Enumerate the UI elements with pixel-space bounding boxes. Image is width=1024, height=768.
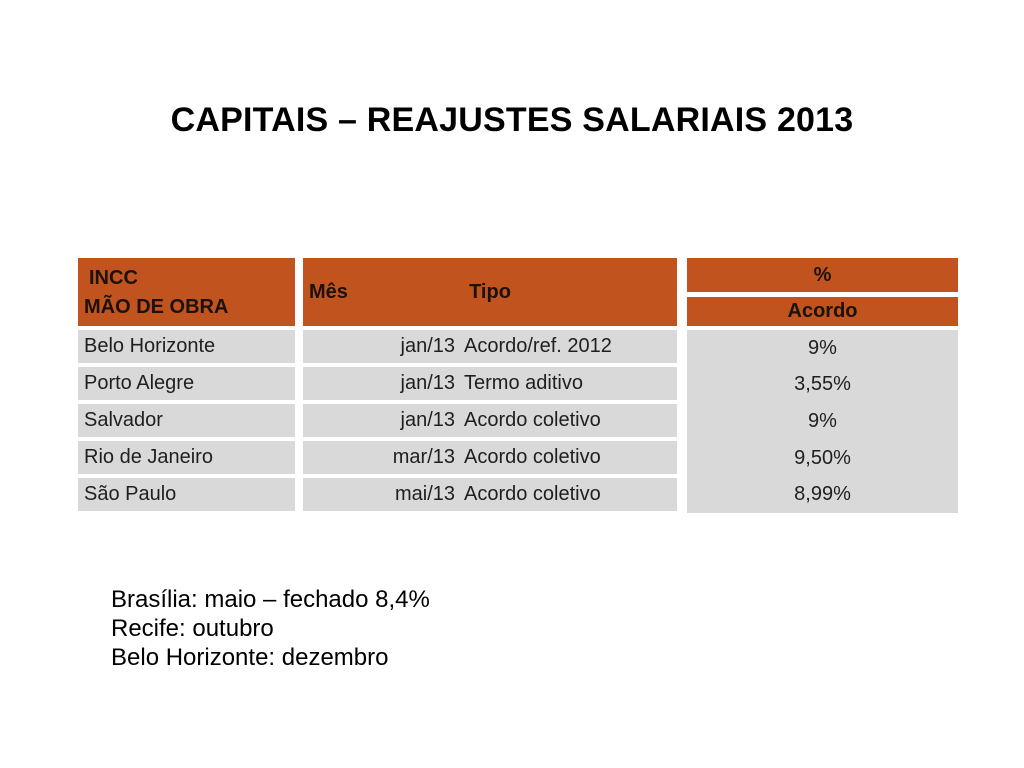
mes-value: mai/13 [394, 483, 455, 505]
mes-value: jan/13 [400, 409, 456, 431]
pct-cell: 3,55% [794, 373, 851, 396]
header-incc-line2: MÃO DE OBRA [84, 296, 229, 318]
tipo-value: Acordo coletivo [464, 483, 601, 505]
tipo-value: Termo aditivo [464, 372, 583, 394]
city-cell: Belo Horizonte [78, 330, 295, 363]
city-cell: Rio de Janeiro [78, 441, 295, 474]
header-cell-mes-tipo: Mês Tipo [303, 258, 677, 326]
tipo-value: Acordo coletivo [464, 446, 601, 468]
header-cell-acordo: Acordo [687, 297, 958, 326]
header-cell-pct: % [687, 258, 958, 292]
pct-cell: 9% [808, 409, 837, 432]
mes-value: mar/13 [392, 446, 455, 468]
city-cell: Porto Alegre [78, 367, 295, 400]
header-cell-incc: INCC MÃO DE OBRA [78, 258, 295, 326]
city-cell: Salvador [78, 404, 295, 437]
mes-tipo-cell: mar/13 Acordo coletivo [303, 441, 677, 474]
pct-cell: 9,50% [794, 446, 851, 469]
mes-tipo-cell: jan/13 Acordo/ref. 2012 [303, 330, 677, 363]
pct-cell: 9% [808, 336, 837, 359]
note-line: Belo Horizonte: dezembro [111, 644, 389, 671]
column-mes-tipo: Mês Tipo jan/13 Acordo/ref. 2012 jan/13 … [303, 258, 677, 515]
column-pct: % Acordo 9% 3,55% 9% 9,50% 8,99% [687, 258, 958, 515]
mes-value: jan/13 [400, 372, 456, 394]
page-title: CAPITAIS – REAJUSTES SALARIAIS 2013 [170, 101, 854, 139]
mes-tipo-cell: mai/13 Acordo coletivo [303, 478, 677, 511]
tipo-value: Acordo coletivo [464, 409, 601, 431]
mes-value: jan/13 [400, 335, 456, 357]
pct-values-block: 9% 3,55% 9% 9,50% 8,99% [687, 330, 958, 513]
mes-tipo-cell: jan/13 Termo aditivo [303, 367, 677, 400]
header-incc-line1: INCC [89, 267, 138, 289]
pct-cell: 8,99% [794, 483, 851, 506]
note-line: Brasília: maio – fechado 8,4% [111, 586, 430, 613]
header-mes-label: Mês [309, 280, 348, 303]
city-cell: São Paulo [78, 478, 295, 511]
salary-table: INCC MÃO DE OBRA Belo Horizonte Porto Al… [78, 258, 958, 515]
notes: Brasília: maio – fechado 8,4% Recife: ou… [111, 585, 430, 672]
header-tipo-label: Tipo [469, 280, 511, 303]
tipo-value: Acordo/ref. 2012 [464, 335, 612, 357]
note-line: Recife: outubro [111, 615, 274, 642]
column-city: INCC MÃO DE OBRA Belo Horizonte Porto Al… [78, 258, 295, 515]
mes-tipo-cell: jan/13 Acordo coletivo [303, 404, 677, 437]
